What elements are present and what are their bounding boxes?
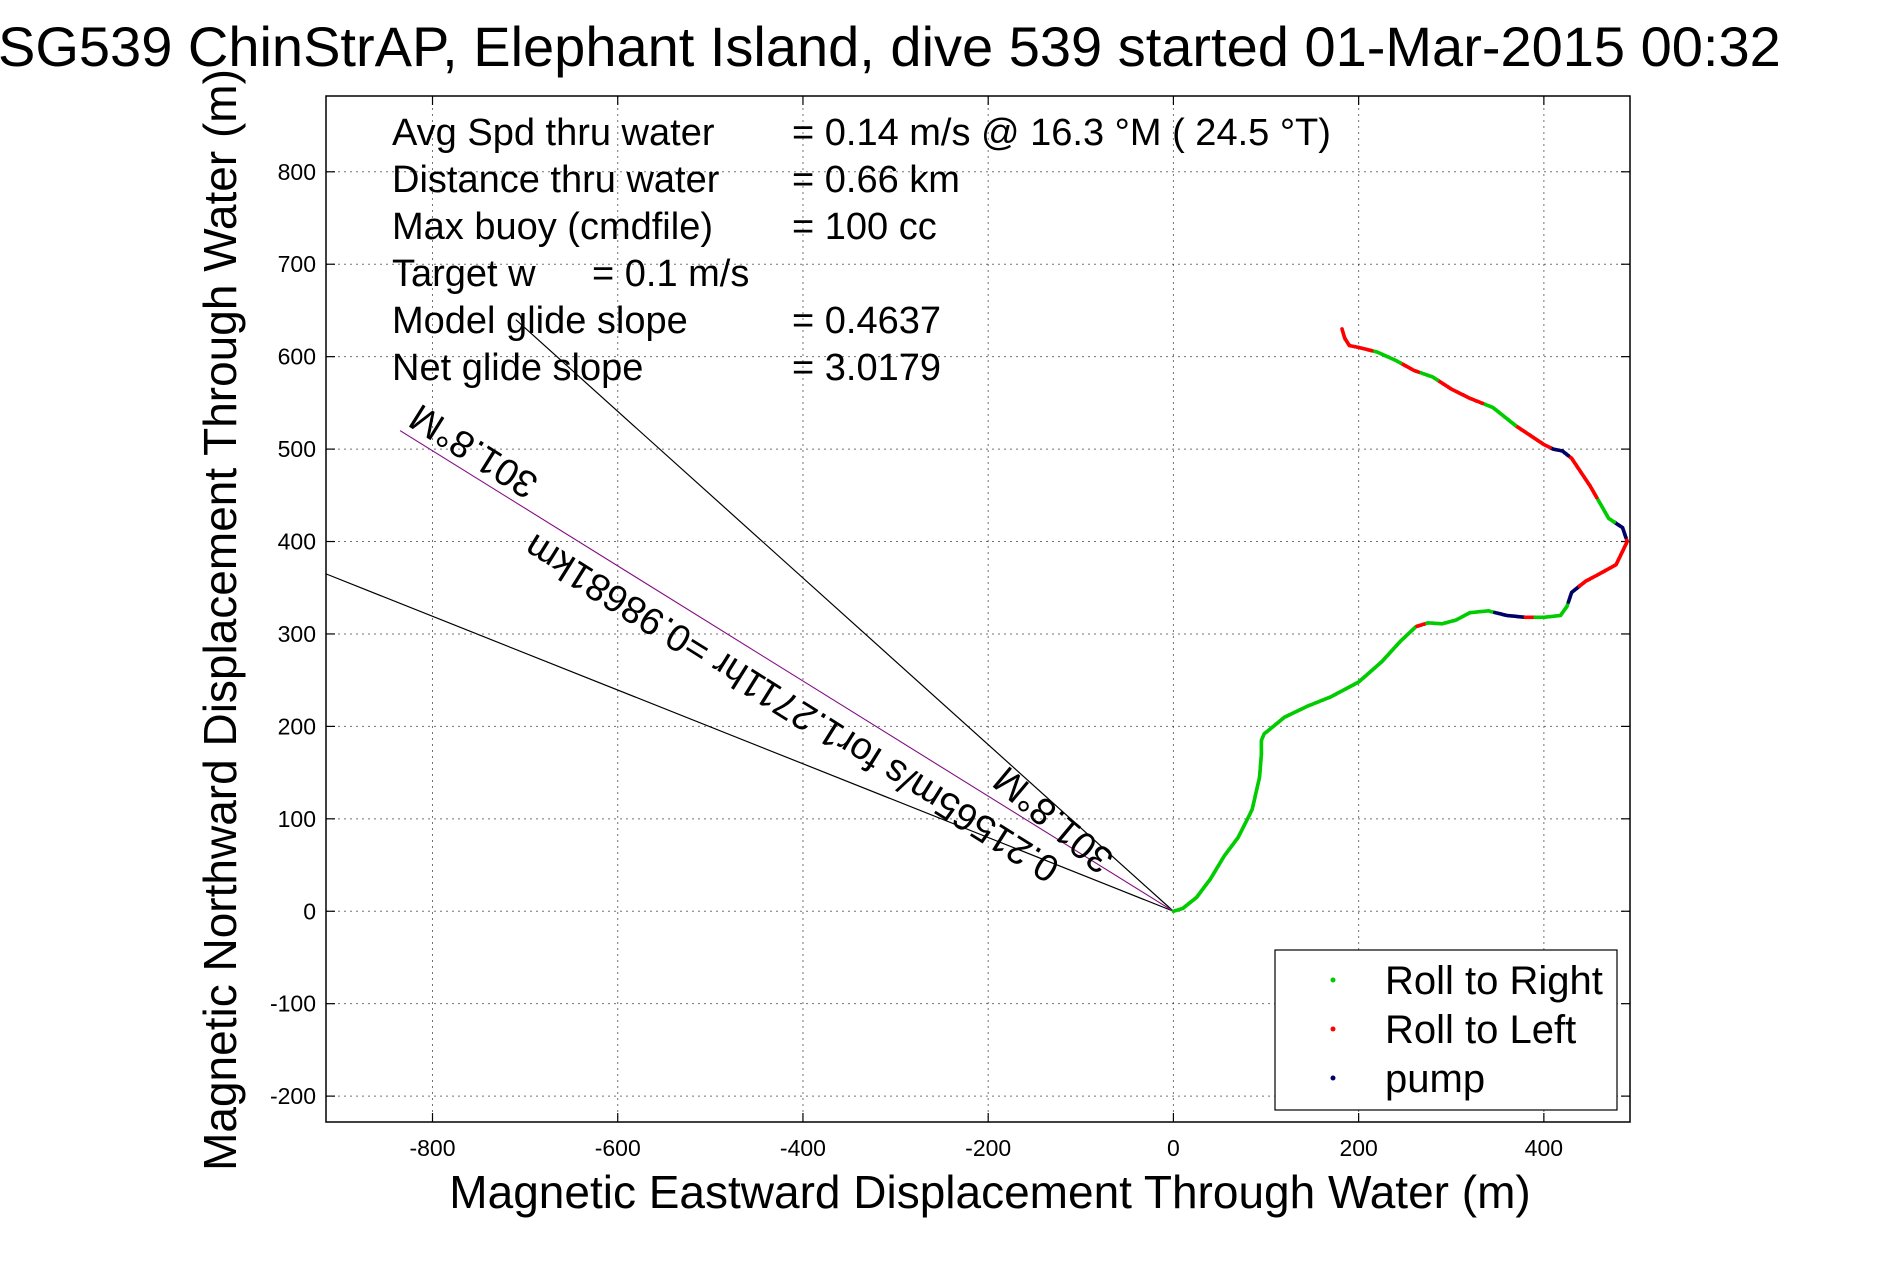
y-axis-label: Magnetic Northward Displacement Through … xyxy=(194,69,246,1171)
legend-entry-roll-left: Roll to Left xyxy=(1385,1008,1576,1052)
x-tick-label: -800 xyxy=(409,1135,455,1161)
reference-lines xyxy=(325,319,1174,912)
annotation-value: = 100 cc xyxy=(792,206,937,248)
x-tick-label: -200 xyxy=(965,1135,1011,1161)
annotation-label: Max buoy (cmdfile) xyxy=(392,206,713,248)
y-tick-label: 100 xyxy=(278,806,316,832)
chart-title: SG539 ChinStrAP, Elephant Island, dive 5… xyxy=(0,15,1781,78)
legend-marker-pump xyxy=(1330,1075,1336,1081)
dive-track xyxy=(1171,327,1629,914)
y-tick-label: 400 xyxy=(278,529,316,555)
y-tick-label: -200 xyxy=(270,1083,316,1109)
annotation-label: Distance thru water xyxy=(392,159,720,201)
x-tick-label: -400 xyxy=(780,1135,826,1161)
legend-marker-roll-left xyxy=(1330,1026,1336,1032)
y-tick-label: 600 xyxy=(278,344,316,370)
annotation-value: = 0.4637 xyxy=(792,300,941,342)
y-tick-label: 200 xyxy=(278,713,316,739)
legend-entry-roll-right: Roll to Right xyxy=(1385,959,1603,1003)
heading-line-core xyxy=(399,430,1174,912)
reference-line-upper-bound xyxy=(515,319,1174,912)
annotation-value: = 0.1 m/s xyxy=(592,253,749,295)
legend-entry-pump: pump xyxy=(1385,1057,1485,1101)
axis-ticks: -800 -600 -400 -200 0 200 400 -200 -100 0 100 200 30… xyxy=(270,96,1630,1161)
annotation-block: Avg Spd thru water = 0.14 m/s @ 16.3 °M … xyxy=(392,112,1331,389)
annotation-value: = 3.0179 xyxy=(792,347,941,389)
y-tick-label: 0 xyxy=(303,898,316,924)
y-tick-label: 300 xyxy=(278,621,316,647)
x-tick-label: 400 xyxy=(1525,1135,1563,1161)
annotation-label: Model glide slope xyxy=(392,300,688,342)
y-tick-label: -100 xyxy=(270,991,316,1017)
legend: Roll to Right Roll to Left pump xyxy=(1274,949,1618,1111)
annotation-value: = 0.14 m/s @ 16.3 °M ( 24.5 °T) xyxy=(792,112,1331,154)
x-tick-label: -600 xyxy=(595,1135,641,1161)
annotation-label: Avg Spd thru water xyxy=(392,112,715,154)
x-tick-label: 0 xyxy=(1167,1135,1180,1161)
annotation-label: Target w xyxy=(392,253,536,295)
legend-marker-roll-right xyxy=(1330,977,1336,983)
x-tick-label: 200 xyxy=(1339,1135,1377,1161)
y-tick-label: 800 xyxy=(278,159,316,185)
y-tick-label: 700 xyxy=(278,251,316,277)
annotation-value: = 0.66 km xyxy=(792,159,960,201)
x-axis-label: Magnetic Eastward Displacement Through W… xyxy=(449,1166,1530,1218)
track-marker-roll-to-left xyxy=(1340,327,1344,331)
y-tick-label: 500 xyxy=(278,436,316,462)
reference-line-lower-bound xyxy=(325,573,1174,912)
annotation-label: Net glide slope xyxy=(392,347,643,389)
